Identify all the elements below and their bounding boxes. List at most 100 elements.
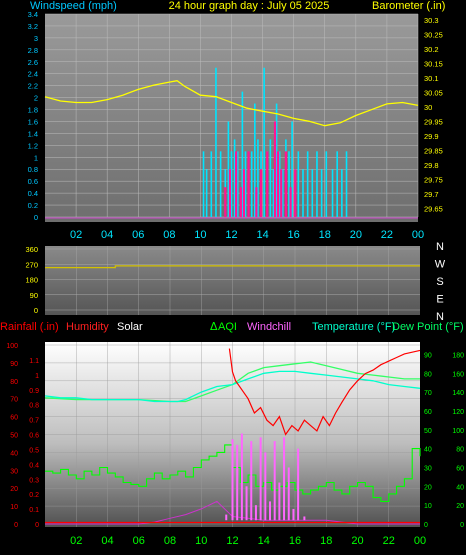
wind-baro-x-ticks: 02 04 06 08 10 12 14 16 18 20 22 00	[70, 229, 424, 241]
solar-line	[45, 500, 420, 525]
x-tick-label: 16	[289, 535, 301, 547]
rain-axis-ticks: 1.1 1 0.9 0.8 0.7 0.6 0.5 0.4 0.3 0.2 0.1 0	[29, 358, 39, 529]
x-tick-label: 00	[412, 229, 424, 241]
barometer-tick-label: 29.95	[424, 117, 443, 126]
solar-tick-label: 100	[452, 428, 464, 435]
rain-tick-label: 0.6	[29, 433, 39, 440]
solar-tick-label: 140	[452, 390, 464, 397]
wind-direction-ticks: 360 270 180 90 0	[25, 245, 38, 315]
humidity-tick-label: 80	[10, 379, 18, 386]
legend-rainfall: Rainfall (.in)	[0, 321, 59, 333]
x-tick-label: 04	[101, 535, 113, 547]
temperature-tick-label: 20	[424, 484, 432, 491]
rain-tick-label: 1.1	[29, 358, 39, 365]
solar-tick-label: 60	[456, 465, 464, 472]
solar-tick-label: 80	[456, 447, 464, 454]
barometer-tick-label: 30.15	[424, 59, 443, 68]
humidity-tick-label: 10	[10, 504, 18, 511]
x-tick-label: 04	[101, 229, 113, 241]
temperature-tick-label: 70	[424, 390, 432, 397]
humidity-tick-label: 50	[10, 433, 18, 440]
rain-tick-label: 0.1	[29, 507, 39, 514]
temperature-tick-label: 10	[424, 503, 432, 510]
legend-aqi: AQI	[218, 321, 237, 333]
solar-tick-label: 160	[452, 371, 464, 378]
wind-tick-label: 2.8	[28, 46, 38, 55]
wind-baro-series	[44, 67, 419, 219]
compass-label: N	[436, 241, 444, 253]
temperature-axis-ticks: 90 80 70 60 50 40 30 20 10 0	[424, 352, 432, 529]
compass-label: W	[435, 259, 446, 271]
humidity-tick-label: 70	[10, 397, 18, 404]
legend-temperature: Temperature (°F)	[312, 321, 395, 333]
barometer-tick-label: 29.75	[424, 175, 443, 184]
wind-tick-label: 1.2	[28, 141, 38, 150]
wind-tick-label: 3.2	[28, 22, 38, 31]
legend-humidity: Humidity	[66, 321, 109, 333]
x-tick-label: 06	[132, 229, 144, 241]
humidity-line	[228, 348, 421, 436]
temperature-tick-label: 50	[424, 428, 432, 435]
compass-label: E	[436, 294, 443, 306]
wind-tick-label: 0	[34, 213, 38, 222]
direction-tick-label: 270	[25, 260, 38, 269]
wind-tick-label: 0.4	[28, 189, 38, 198]
compass-label: S	[436, 276, 443, 288]
wind-tick-label: 3.4	[28, 10, 38, 19]
humidity-tick-label: 30	[10, 468, 18, 475]
barometer-line	[44, 80, 419, 127]
x-tick-label: 22	[383, 535, 395, 547]
wind-tick-label: 1.6	[28, 117, 38, 126]
barometer-tick-label: 30.1	[424, 74, 439, 83]
direction-tick-label: 180	[25, 276, 38, 285]
rain-tick-label: 1	[35, 373, 39, 380]
humidity-tick-label: 60	[10, 415, 18, 422]
legend-solar: Solar	[117, 321, 143, 333]
temperature-line	[44, 370, 421, 403]
barometer-tick-label: 29.9	[424, 132, 439, 141]
wind-tick-label: 0.8	[28, 165, 38, 174]
temperature-tick-label: 0	[424, 522, 428, 529]
x-tick-label: 02	[70, 535, 82, 547]
x-tick-label: 12	[225, 229, 237, 241]
x-tick-label: 20	[351, 535, 363, 547]
x-tick-label: 14	[256, 229, 268, 241]
legend-aqi-icon: Δ	[210, 320, 218, 333]
rain-tick-label: 0.8	[29, 403, 39, 410]
wind-axis-title: Windspeed (mph)	[30, 0, 117, 12]
x-tick-label: 14	[258, 535, 270, 547]
solar-tick-label: 120	[452, 409, 464, 416]
temperature-tick-label: 40	[424, 447, 432, 454]
barometer-tick-label: 30.25	[424, 30, 443, 39]
wind-tick-label: 0.2	[28, 201, 38, 210]
x-tick-label: 10	[194, 229, 206, 241]
temperature-x-ticks: 02 04 06 08 10 12 14 16 18 20 22 00	[70, 535, 426, 547]
direction-tick-label: 0	[34, 306, 38, 315]
humidity-tick-label: 100	[6, 343, 18, 350]
temperature-series	[44, 348, 421, 525]
solar-tick-label: 20	[456, 503, 464, 510]
x-tick-label: 20	[350, 229, 362, 241]
x-tick-label: 22	[381, 229, 393, 241]
wind-tick-label: 2	[34, 94, 38, 103]
wind-tick-label: 1	[34, 153, 38, 162]
x-tick-label: 02	[70, 229, 82, 241]
rain-tick-label: 0.4	[29, 462, 39, 469]
x-tick-label: 16	[288, 229, 300, 241]
barometer-tick-label: 30.2	[424, 45, 439, 54]
barometer-axis-ticks: 30.3 30.25 30.2 30.15 30.1 30.05 30 29.95 29.9 29…	[424, 16, 443, 214]
humidity-tick-label: 40	[10, 450, 18, 457]
barometer-tick-label: 29.8	[424, 161, 439, 170]
temperature-tick-label: 30	[424, 465, 432, 472]
wind-tick-label: 2.2	[28, 82, 38, 91]
barometer-axis-title: Barometer (.in)	[372, 0, 445, 12]
rain-tick-label: 0.7	[29, 418, 39, 425]
rain-tick-label: 0.2	[29, 492, 39, 499]
solar-tick-label: 180	[452, 352, 464, 359]
x-tick-label: 12	[226, 535, 238, 547]
wind-direction-gridlines	[45, 246, 420, 315]
